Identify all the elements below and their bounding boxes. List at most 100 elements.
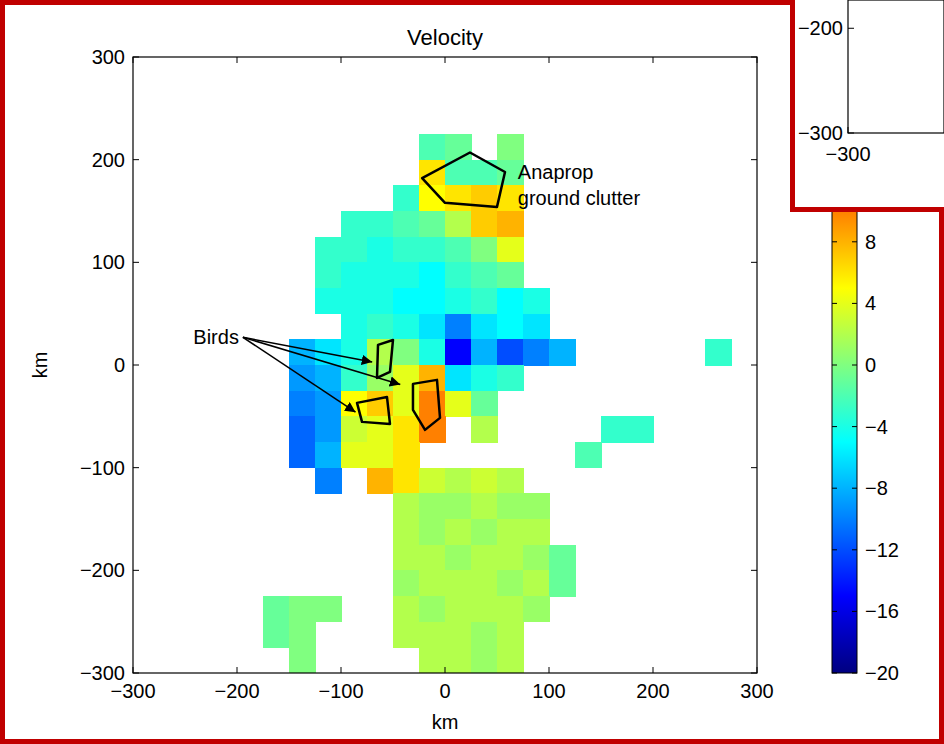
velocity-cell bbox=[497, 262, 524, 288]
velocity-cell bbox=[471, 314, 498, 340]
velocity-cell bbox=[393, 596, 420, 622]
velocity-cell bbox=[393, 262, 420, 288]
velocity-cell bbox=[341, 314, 368, 340]
y-tick bbox=[133, 262, 139, 263]
velocity-cell bbox=[497, 570, 524, 596]
annotation-line: Birds bbox=[193, 326, 239, 348]
y-tick bbox=[751, 57, 757, 58]
velocity-cell bbox=[419, 339, 446, 365]
velocity-cell bbox=[445, 288, 472, 314]
colorbar-tick bbox=[852, 365, 857, 366]
velocity-cell bbox=[497, 622, 524, 648]
velocity-cell bbox=[471, 391, 498, 417]
y-tick bbox=[751, 262, 757, 263]
velocity-cell bbox=[471, 468, 498, 494]
chart-title: Velocity bbox=[407, 25, 483, 50]
x-tick-label: 0 bbox=[439, 680, 450, 702]
velocity-cell bbox=[471, 545, 498, 571]
velocity-cell bbox=[393, 622, 420, 648]
velocity-cell bbox=[393, 211, 420, 237]
velocity-cell bbox=[445, 391, 472, 417]
colorbar-tick-label: −12 bbox=[865, 539, 899, 561]
colorbar-tick bbox=[852, 611, 857, 612]
x-tick bbox=[133, 57, 134, 63]
velocity-cell bbox=[445, 519, 472, 545]
colorbar-tick bbox=[832, 673, 837, 674]
velocity-cell bbox=[445, 493, 472, 519]
velocity-cell bbox=[367, 314, 394, 340]
velocity-cell bbox=[445, 185, 472, 211]
y-tick bbox=[133, 467, 139, 468]
chart: −300−200−1000100200300−300−200−100010020… bbox=[0, 0, 944, 744]
velocity-cell bbox=[341, 391, 368, 417]
colorbar-tick bbox=[852, 488, 857, 489]
velocity-cell bbox=[393, 519, 420, 545]
velocity-cell bbox=[523, 570, 550, 596]
velocity-cell bbox=[497, 468, 524, 494]
colorbar-tick bbox=[852, 549, 857, 550]
colorbar-tick bbox=[832, 549, 837, 550]
colorbar-tick-label: −20 bbox=[865, 662, 899, 684]
x-tick bbox=[549, 57, 550, 63]
velocity-cell bbox=[341, 416, 368, 442]
x-tick-label: −200 bbox=[214, 680, 259, 702]
annotation-region bbox=[413, 380, 440, 430]
velocity-cell bbox=[393, 339, 420, 365]
velocity-cell bbox=[263, 622, 290, 648]
colorbar-tick-label: 0 bbox=[865, 354, 876, 376]
x-tick bbox=[653, 667, 654, 673]
velocity-cell bbox=[445, 596, 472, 622]
x-tick-label: 300 bbox=[740, 680, 773, 702]
velocity-cell bbox=[393, 570, 420, 596]
colorbar-tick bbox=[832, 241, 837, 242]
velocity-cell bbox=[289, 416, 316, 442]
velocity-cell bbox=[393, 442, 420, 468]
velocity-cell bbox=[289, 596, 316, 622]
y-tick bbox=[751, 365, 757, 366]
velocity-cell bbox=[341, 288, 368, 314]
annotation-arrow bbox=[243, 337, 400, 384]
velocity-cell bbox=[445, 339, 472, 365]
velocity-cell bbox=[289, 391, 316, 417]
y-tick bbox=[751, 570, 757, 571]
velocity-cell bbox=[315, 288, 342, 314]
velocity-cell bbox=[367, 288, 394, 314]
velocity-cell bbox=[419, 211, 446, 237]
velocity-cell bbox=[497, 237, 524, 263]
inset-y-tick-label: −300 bbox=[798, 122, 843, 144]
inset-border bbox=[793, 0, 944, 210]
y-axis-title: km bbox=[29, 352, 51, 379]
velocity-cell bbox=[471, 596, 498, 622]
x-tick bbox=[237, 57, 238, 63]
velocity-cell bbox=[497, 288, 524, 314]
annotation-region bbox=[422, 152, 505, 206]
velocity-cell bbox=[523, 493, 550, 519]
velocity-cell bbox=[471, 365, 498, 391]
x-tick-label: 100 bbox=[532, 680, 565, 702]
velocity-cell bbox=[445, 647, 472, 673]
inset: −300−200−300 bbox=[790, 0, 944, 212]
velocity-cell bbox=[445, 237, 472, 263]
y-tick bbox=[751, 159, 757, 160]
y-tick bbox=[751, 673, 757, 674]
velocity-cell bbox=[393, 493, 420, 519]
velocity-cell bbox=[419, 493, 446, 519]
velocity-cell bbox=[497, 545, 524, 571]
x-tick bbox=[341, 667, 342, 673]
velocity-cell bbox=[471, 647, 498, 673]
velocity-cell bbox=[341, 262, 368, 288]
velocity-cell bbox=[419, 262, 446, 288]
velocity-cell bbox=[471, 262, 498, 288]
velocity-cell bbox=[315, 237, 342, 263]
inset-background bbox=[790, 0, 944, 212]
velocity-cell bbox=[419, 237, 446, 263]
plot-frame bbox=[133, 57, 757, 673]
velocity-cell bbox=[523, 288, 550, 314]
colorbar-tick-label: 4 bbox=[865, 292, 876, 314]
x-tick bbox=[133, 667, 134, 673]
x-tick-label: 200 bbox=[636, 680, 669, 702]
y-tick-label: 300 bbox=[92, 46, 125, 68]
x-tick bbox=[445, 57, 446, 63]
velocity-cell bbox=[497, 519, 524, 545]
velocity-cell bbox=[393, 545, 420, 571]
